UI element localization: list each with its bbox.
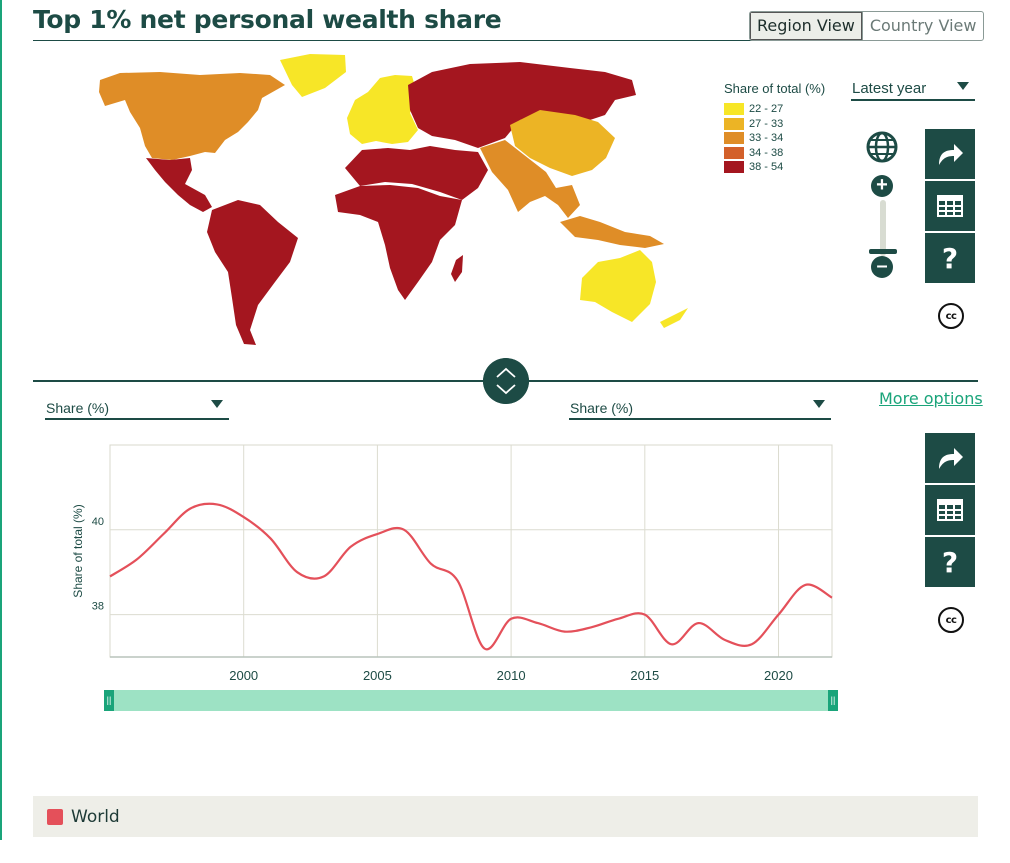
right-variable-select[interactable]: Share (%) [569,394,831,420]
map-legend: Share of total (%) 22 - 27 27 - 33 33 - … [724,81,825,175]
legend-title: Share of total (%) [724,81,826,96]
plot-frame [109,444,833,658]
right-select-value: Share (%) [570,400,634,416]
map-region-south-asia[interactable] [480,140,580,218]
range-start-handle[interactable]: || [104,690,114,711]
chevron-down-icon [813,400,825,408]
range-end-handle[interactable]: || [828,690,838,711]
legend-swatch [724,117,744,130]
chart-table-button[interactable] [925,485,975,535]
left-accent-rule [0,0,2,840]
left-variable-select[interactable]: Share (%) [45,394,229,420]
more-options-link[interactable]: More options [879,389,983,408]
map-region-russia-central-asia[interactable] [408,62,636,148]
x-tick-label: 2000 [229,668,258,683]
page-title: Top 1% net personal wealth share [33,5,502,34]
y-tick-label: 38 [92,601,104,613]
legend-item: 22 - 27 [724,102,825,117]
map-share-button[interactable] [925,129,975,179]
legend-label: 27 - 33 [749,117,784,130]
zoom-slider-handle[interactable] [869,249,897,254]
globe-icon[interactable] [865,130,899,164]
view-toggle: Region View Country View [749,11,985,41]
legend-label: 22 - 27 [749,103,784,116]
line-chart: 2000 2005 2010 2015 2020 38 40 Share of total … [71,444,833,683]
share-icon [939,448,963,469]
cc-icon[interactable]: cc [938,607,964,633]
country-view-tab[interactable]: Country View [869,16,977,35]
chevron-down-icon [957,82,969,90]
year-select-value: Latest year [852,80,927,97]
map-region-indonesia[interactable] [560,216,664,248]
map-region-mena[interactable] [345,146,488,200]
chart-grid [109,444,833,658]
x-tick-label: 2020 [764,668,793,683]
y-tick-label: 40 [92,516,104,528]
table-icon [937,195,963,217]
legend-swatch [724,161,744,174]
series-swatch-world[interactable] [47,808,63,825]
chevron-up-icon [496,367,516,378]
series-line-world[interactable] [109,502,833,651]
chart-share-button[interactable] [925,433,975,483]
chevron-down-icon [211,400,223,408]
legend-item: 33 - 34 [724,131,825,146]
help-icon: ? [941,241,959,275]
zoom-slider-track[interactable] [880,200,886,256]
left-select-value: Share (%) [46,400,110,416]
legend-item: 34 - 38 [724,146,825,161]
series-legend: World [33,796,978,837]
year-select[interactable]: Latest year [851,76,975,101]
x-tick-label: 2005 [363,668,392,683]
collapse-expand-button[interactable] [483,358,529,404]
legend-item: 38 - 54 [724,160,825,175]
map-region-greenland[interactable] [280,54,346,97]
legend-label: 33 - 34 [749,132,784,145]
legend-swatch [724,103,744,116]
map-region-south-america[interactable] [207,200,298,345]
map-region-new-zealand[interactable] [660,308,688,328]
map-help-button[interactable]: ? [925,233,975,283]
map-region-latin-america-north[interactable] [146,158,212,212]
region-view-tab[interactable]: Region View [750,12,863,40]
map-region-east-asia[interactable] [510,110,615,176]
map-region-europe[interactable] [347,75,418,144]
zoom-in-icon[interactable]: + [871,175,893,197]
cc-icon[interactable]: cc [938,303,964,329]
title-underline [33,40,978,41]
share-icon [939,144,963,165]
series-name-world[interactable]: World [71,806,120,827]
chevron-down-icon [496,384,516,395]
map-region-north-america[interactable] [99,72,285,160]
zoom-out-icon[interactable]: – [871,256,893,278]
map-table-button[interactable] [925,181,975,231]
map-region-oceania[interactable] [580,250,656,322]
map-region-sub-saharan-africa[interactable] [335,185,462,300]
x-tick-label: 2010 [497,668,526,683]
legend-label: 34 - 38 [749,146,784,159]
world-map[interactable] [95,45,695,350]
legend-swatch [724,132,744,145]
help-icon: ? [941,545,959,579]
map-region-madagascar[interactable] [451,255,463,282]
table-icon [937,499,963,521]
time-range-slider[interactable] [104,690,838,711]
y-axis-label: Share of total (%) [71,504,85,597]
chart-help-button[interactable]: ? [925,537,975,587]
legend-item: 27 - 33 [724,117,825,132]
legend-label: 38 - 54 [749,161,784,174]
x-tick-label: 2015 [630,668,659,683]
chart-axes: 2000 2005 2010 2015 2020 38 40 [92,516,832,683]
legend-swatch [724,146,744,159]
